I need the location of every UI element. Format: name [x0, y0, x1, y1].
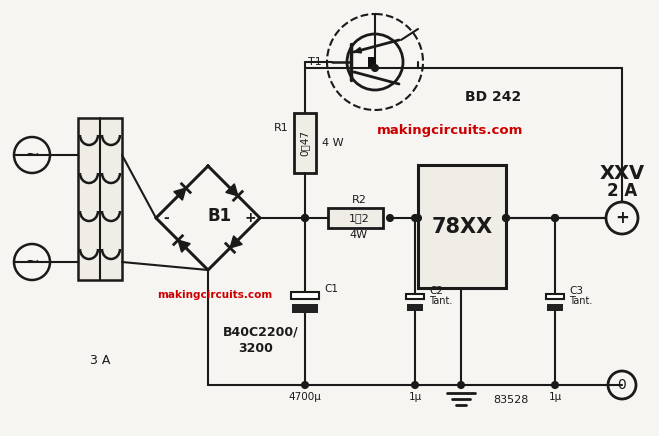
Text: 4700μ: 4700μ: [289, 392, 322, 402]
Text: C2: C2: [429, 286, 443, 296]
Circle shape: [503, 215, 509, 221]
Text: 83528: 83528: [494, 395, 529, 405]
Text: 1΢2: 1΢2: [349, 213, 370, 223]
Polygon shape: [354, 48, 362, 53]
Text: ~: ~: [24, 253, 40, 271]
Text: 0: 0: [617, 378, 626, 392]
Text: 4 W: 4 W: [322, 138, 343, 148]
Text: R2: R2: [351, 195, 366, 205]
Circle shape: [372, 65, 378, 71]
Circle shape: [412, 215, 418, 221]
Text: 0΢47: 0΢47: [300, 130, 310, 156]
Circle shape: [415, 215, 421, 221]
Circle shape: [302, 215, 308, 221]
Circle shape: [552, 382, 558, 388]
Text: +: +: [615, 209, 629, 227]
Polygon shape: [178, 240, 190, 252]
Text: C3: C3: [569, 286, 583, 296]
Circle shape: [458, 382, 464, 388]
Text: R1: R1: [274, 123, 289, 133]
Bar: [328, 208, 383, 228]
Text: 2 A: 2 A: [607, 182, 637, 200]
Circle shape: [552, 215, 558, 221]
Polygon shape: [226, 184, 238, 196]
Text: XXV: XXV: [600, 164, 645, 183]
Bar: [418, 165, 506, 288]
Text: 4W: 4W: [350, 230, 368, 240]
Bar: [292, 304, 318, 313]
Bar: [78, 118, 122, 280]
Text: makingcircuits.com: makingcircuits.com: [158, 290, 273, 300]
Bar: [547, 304, 563, 311]
Text: 78XX: 78XX: [432, 217, 493, 236]
Circle shape: [302, 215, 308, 221]
Bar: [291, 292, 319, 299]
Text: 1μ: 1μ: [548, 392, 561, 402]
Bar: [294, 113, 316, 173]
Text: +: +: [244, 211, 256, 225]
Text: T1: T1: [308, 57, 322, 67]
Circle shape: [552, 215, 558, 221]
Text: 3 A: 3 A: [90, 354, 110, 367]
Text: BD 242: BD 242: [465, 90, 521, 104]
Text: 3200: 3200: [238, 341, 273, 354]
Bar: [368, 57, 376, 67]
Text: B1: B1: [208, 207, 232, 225]
Polygon shape: [230, 236, 242, 248]
Polygon shape: [174, 188, 186, 200]
Circle shape: [387, 215, 393, 221]
Text: Tant.: Tant.: [569, 296, 592, 306]
Text: makingcircuits.com: makingcircuits.com: [377, 123, 523, 136]
Text: -: -: [163, 211, 169, 225]
Text: 1μ: 1μ: [409, 392, 422, 402]
Text: Tant.: Tant.: [429, 296, 452, 306]
Text: B40C2200/: B40C2200/: [223, 326, 299, 338]
Circle shape: [412, 382, 418, 388]
Text: ~: ~: [24, 146, 40, 164]
Bar: [546, 294, 564, 299]
Text: C1: C1: [324, 284, 338, 294]
Bar: [407, 304, 423, 311]
Circle shape: [302, 382, 308, 388]
Bar: [406, 294, 424, 299]
Circle shape: [503, 215, 509, 221]
